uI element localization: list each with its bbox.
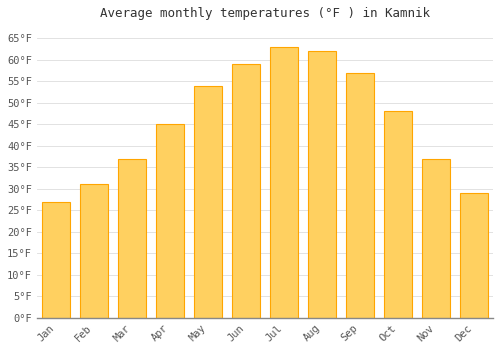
Bar: [270, 47, 298, 318]
Bar: [232, 64, 260, 318]
Bar: [194, 85, 222, 318]
Bar: [422, 159, 450, 318]
Bar: [80, 184, 108, 318]
Bar: [42, 202, 70, 318]
Title: Average monthly temperatures (°F ) in Kamnik: Average monthly temperatures (°F ) in Ka…: [100, 7, 430, 20]
Bar: [118, 159, 146, 318]
Bar: [460, 193, 488, 318]
Bar: [156, 124, 184, 318]
Bar: [308, 51, 336, 318]
Bar: [384, 111, 412, 318]
Bar: [346, 72, 374, 318]
